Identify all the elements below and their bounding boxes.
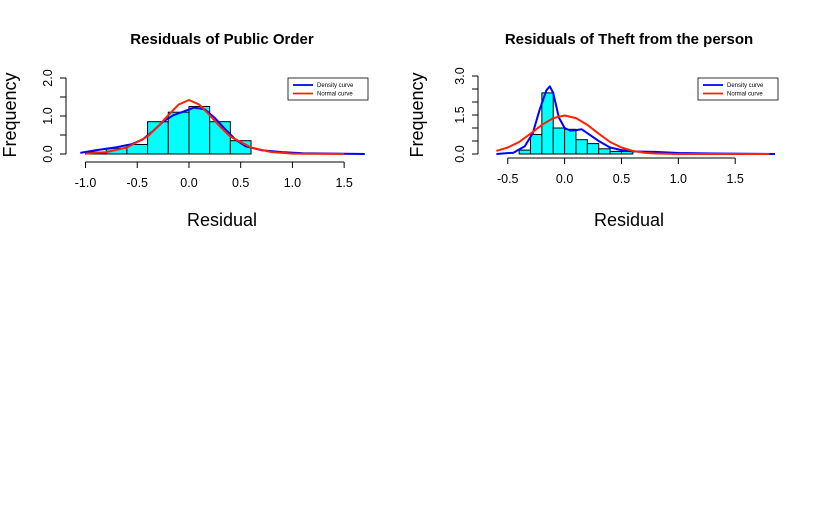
histogram-bar bbox=[541, 92, 554, 155]
x-axis: -1.0 -0.5 0.0 0.5 1.0 1.5 bbox=[75, 161, 353, 190]
density-curve bbox=[496, 85, 776, 155]
histogram-bar bbox=[552, 127, 566, 155]
x-axis-label: Residual bbox=[187, 210, 257, 230]
normal-curve bbox=[85, 99, 345, 155]
histogram-bar bbox=[518, 149, 531, 155]
x-tick-label: 1.5 bbox=[335, 176, 352, 190]
x-tick-label: -0.5 bbox=[126, 176, 148, 190]
y-tick-label: 1.5 bbox=[453, 106, 467, 123]
legend-entry-normal: Normal curve bbox=[727, 92, 763, 98]
y-tick-label: 3.0 bbox=[453, 67, 467, 84]
x-axis-label: Residual bbox=[594, 210, 664, 230]
chart-title: Residuals of Public Order bbox=[130, 31, 314, 48]
y-tick-label: 0.0 bbox=[453, 145, 467, 162]
x-tick-label: 0.0 bbox=[556, 172, 573, 186]
x-tick-label: -1.0 bbox=[75, 176, 97, 190]
x-tick-label: 0.5 bbox=[232, 176, 249, 190]
y-axis: 0.0 1.5 3.0 bbox=[453, 67, 479, 163]
legend-entry-density: Density curve bbox=[317, 83, 354, 89]
x-tick-label: 1.5 bbox=[727, 172, 744, 186]
chart-title: Residuals of Theft from the person bbox=[505, 31, 753, 48]
histogram-bar bbox=[188, 106, 211, 155]
histogram-bar bbox=[609, 150, 622, 155]
y-axis: 0.0 1.0 2.0 bbox=[41, 69, 67, 163]
x-axis: -0.5 0.0 0.5 1.0 1.5 bbox=[497, 157, 744, 186]
chart-public-order: Residuals of Public Order Residual Frequ… bbox=[0, 31, 369, 230]
legend: Density curve Normal curve bbox=[697, 77, 779, 101]
legend: Density curve Normal curve bbox=[287, 77, 369, 101]
histogram-bar bbox=[167, 111, 190, 155]
normal-curve bbox=[496, 114, 770, 155]
histogram-bar bbox=[575, 139, 588, 155]
curves bbox=[496, 85, 776, 155]
y-axis-label: Frequency bbox=[407, 72, 427, 157]
histogram-bar bbox=[529, 134, 543, 155]
x-tick-label: 0.0 bbox=[180, 176, 197, 190]
x-tick-label: 1.0 bbox=[284, 176, 301, 190]
chart-theft-from-person: Residuals of Theft from the person Resid… bbox=[407, 31, 779, 230]
legend-entry-normal: Normal curve bbox=[317, 92, 353, 98]
x-tick-label: 0.5 bbox=[613, 172, 630, 186]
histogram-bar bbox=[586, 143, 600, 155]
x-tick-label: 1.0 bbox=[670, 172, 687, 186]
histogram-bar bbox=[564, 128, 577, 155]
x-tick-label: -0.5 bbox=[497, 172, 519, 186]
legend-box bbox=[697, 77, 779, 101]
legend-box bbox=[287, 77, 369, 101]
histogram-bar bbox=[598, 148, 611, 155]
histogram-bars bbox=[518, 92, 634, 155]
y-tick-label: 0.0 bbox=[41, 145, 55, 162]
y-tick-label: 1.0 bbox=[41, 107, 55, 124]
curves bbox=[80, 99, 365, 155]
legend-entry-density: Density curve bbox=[727, 83, 764, 89]
y-tick-label: 2.0 bbox=[41, 69, 55, 86]
y-axis-label: Frequency bbox=[0, 72, 20, 157]
